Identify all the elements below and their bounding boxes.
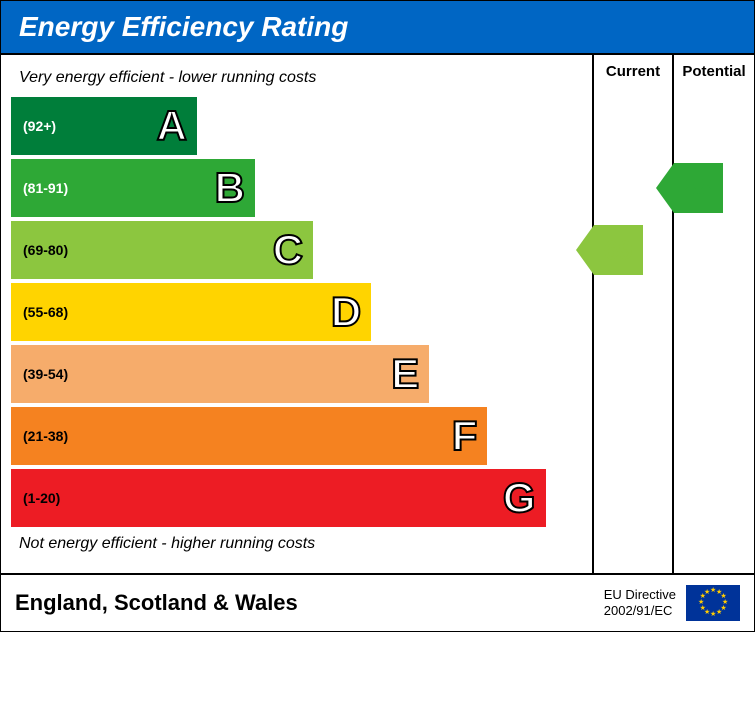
rating-letter-e: E (391, 350, 419, 398)
rating-row-c: (69-80) C (11, 221, 592, 279)
column-potential-header: Potential (674, 63, 754, 80)
pointer-current: 69 (576, 225, 651, 275)
rating-bar-f: (21-38) F (11, 407, 487, 465)
directive-line2: 2002/91/EC (604, 603, 676, 619)
pointer-potential-value: 88 (674, 163, 723, 213)
rating-row-g: (1-20) G (11, 469, 592, 527)
eu-flag-icon: ★★★★★★★★★★★★ (686, 585, 740, 621)
rating-row-e: (39-54) E (11, 345, 592, 403)
rating-bar-d: (55-68) D (11, 283, 371, 341)
rating-bar-c: (69-80) C (11, 221, 313, 279)
rating-letter-f: F (452, 412, 478, 460)
footer-region: England, Scotland & Wales (15, 590, 298, 616)
rating-row-d: (55-68) D (11, 283, 592, 341)
bars-host: (92+) A (81-91) B (69-80) C (55-68) D (39-54) E (2… (11, 97, 592, 527)
footer-directive: EU Directive 2002/91/EC ★★★★★★★★★★★★ (604, 585, 740, 621)
rating-letter-g: G (503, 474, 536, 522)
rating-range-g: (1-20) (11, 490, 60, 506)
eu-star: ★ (710, 611, 716, 619)
column-current: Current 69 (594, 55, 674, 573)
chart-footer: England, Scotland & Wales EU Directive 2… (1, 575, 754, 631)
rating-row-a: (92+) A (11, 97, 592, 155)
rating-range-e: (39-54) (11, 366, 68, 382)
rating-range-f: (21-38) (11, 428, 68, 444)
chart-body: Very energy efficient - lower running co… (1, 53, 754, 575)
epc-chart: Energy Efficiency Rating Very energy eff… (0, 0, 755, 632)
column-current-header: Current (594, 63, 672, 80)
rating-letter-c: C (273, 226, 303, 274)
rating-range-a: (92+) (11, 118, 56, 134)
rating-range-c: (69-80) (11, 242, 68, 258)
subtitle-efficient: Very energy efficient - lower running co… (11, 65, 592, 97)
rating-row-b: (81-91) B (11, 159, 592, 217)
column-potential: Potential 88 (674, 55, 754, 573)
eu-star: ★ (716, 609, 722, 617)
rating-bar-g: (1-20) G (11, 469, 546, 527)
chart-title: Energy Efficiency Rating (1, 1, 754, 53)
rating-bar-e: (39-54) E (11, 345, 429, 403)
pointer-current-value: 69 (594, 225, 643, 275)
directive-line1: EU Directive (604, 587, 676, 603)
rating-letter-d: D (331, 288, 361, 336)
rating-letter-a: A (157, 102, 187, 150)
rating-range-d: (55-68) (11, 304, 68, 320)
rating-bar-b: (81-91) B (11, 159, 255, 217)
eu-star: ★ (704, 589, 710, 597)
pointer-potential: 88 (656, 163, 731, 213)
rating-bars-area: Very energy efficient - lower running co… (1, 55, 594, 573)
directive-text: EU Directive 2002/91/EC (604, 587, 676, 618)
rating-letter-b: B (215, 164, 245, 212)
rating-row-f: (21-38) F (11, 407, 592, 465)
rating-bar-a: (92+) A (11, 97, 197, 155)
rating-range-b: (81-91) (11, 180, 68, 196)
subtitle-inefficient: Not energy efficient - higher running co… (11, 531, 592, 563)
